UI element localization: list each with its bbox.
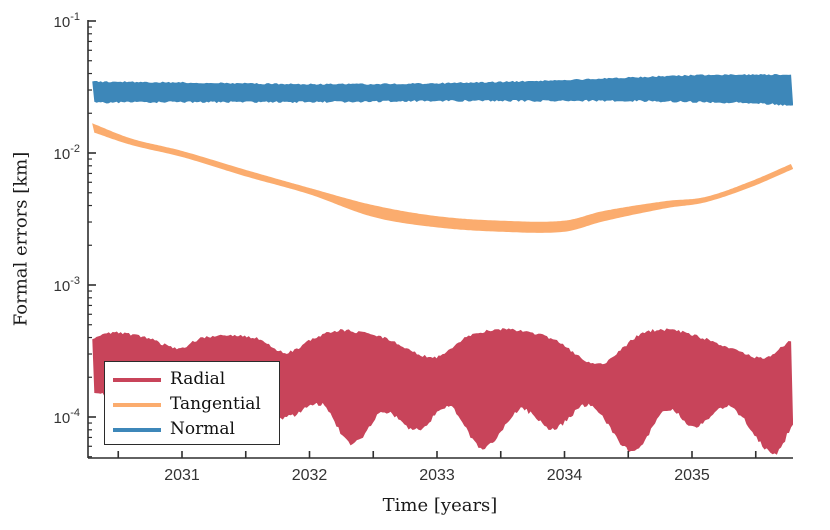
x-tick-label-2032: 2032 <box>292 467 328 484</box>
y-tick-label-1e-4: 10-4 <box>54 407 80 427</box>
x-tick-label-2033: 2033 <box>419 467 455 484</box>
legend-item-tangential: Tangential <box>113 392 279 417</box>
x-tick-label-2035: 2035 <box>674 467 710 484</box>
legend-box: Radial Tangential Normal <box>104 361 280 445</box>
y-tick-label-1e-2: 10-2 <box>54 143 80 163</box>
radial-band <box>92 328 793 455</box>
axes <box>87 20 793 459</box>
normal-band <box>92 73 793 106</box>
y-tick-label-1e-3: 10-3 <box>54 275 80 295</box>
legend-label: Normal <box>170 419 235 439</box>
y-axis-label: Formal errors [km] <box>10 151 32 327</box>
radial-line-swatch <box>113 377 161 382</box>
y-tick-label-1e-1: 10-1 <box>54 11 80 31</box>
data-bands <box>92 73 793 455</box>
tangential-line-swatch <box>113 402 161 407</box>
tangential-band <box>92 123 793 233</box>
legend-label: Tangential <box>170 394 261 414</box>
x-tick-label-2034: 2034 <box>547 467 583 484</box>
legend-item-radial: Radial <box>113 367 279 392</box>
x-axis-label: Time [years] <box>382 495 498 516</box>
legend-label: Radial <box>170 369 226 389</box>
x-tick-label-2031: 2031 <box>164 467 200 484</box>
normal-line-swatch <box>113 427 161 432</box>
legend-item-normal: Normal <box>113 417 279 442</box>
